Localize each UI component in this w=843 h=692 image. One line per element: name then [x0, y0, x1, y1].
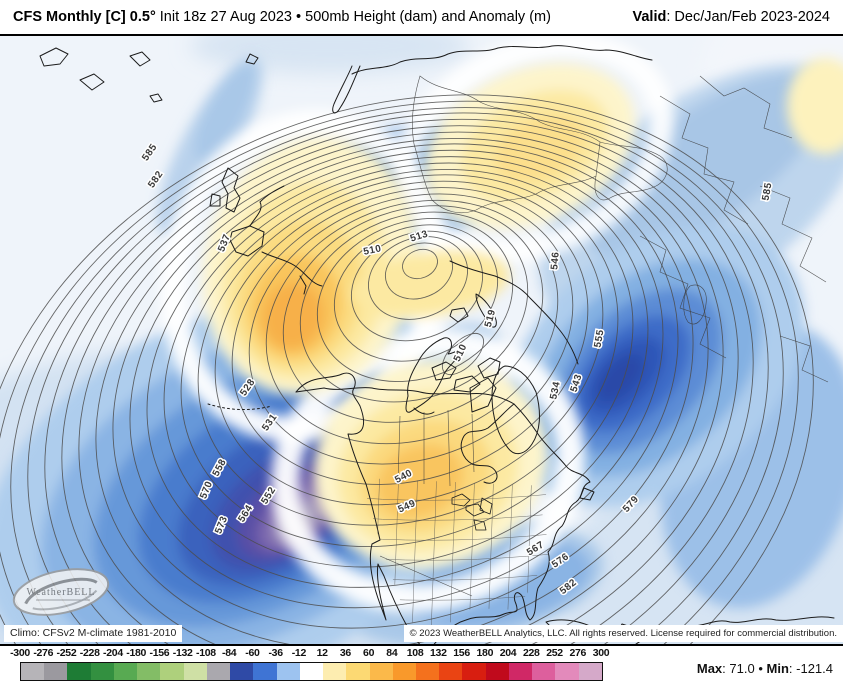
colorbar-tick: 300: [592, 647, 610, 659]
colorbar-tick: -276: [33, 647, 54, 659]
max-value: : 71.0: [722, 661, 755, 676]
colorbar-tick: 60: [363, 647, 375, 659]
colorbar-cell: [485, 663, 509, 680]
colorbar-tick: -156: [149, 647, 170, 659]
legend-footer: -300 -276 -252 -228 -204 -180 -156 -132 -108 -84-…: [0, 644, 843, 690]
colorbar-tick: 108: [406, 647, 424, 659]
colorbar-cell: [44, 663, 68, 680]
colorbar-tick: 276: [569, 647, 587, 659]
colorbar-cell: [113, 663, 138, 680]
valid-label: Valid: [632, 9, 667, 25]
colorbar-cell: [508, 663, 533, 680]
colorbar-cell: [137, 663, 161, 680]
weatherbell-logo: WeatherBELL: [6, 562, 116, 624]
contour-label: 555: [593, 329, 607, 349]
colorbar-cell: [578, 663, 602, 680]
colorbar-cell: [415, 663, 440, 680]
min-label: Min: [766, 661, 789, 676]
colorbar: [20, 662, 603, 681]
colorbar-cell: [462, 663, 486, 680]
colorbar-tick: -60: [245, 647, 260, 659]
map-title-details: Init 18z 27 Aug 2023 • 500mb Height (dam…: [155, 9, 551, 25]
colorbar-tick: -252: [56, 647, 77, 659]
colorbar-tick: 180: [476, 647, 494, 659]
colorbar-tick: 132: [430, 647, 447, 659]
colorbar-tick: -204: [103, 647, 123, 659]
contour-label: 534: [548, 380, 563, 400]
colorbar-cell: [253, 663, 277, 680]
contour-label: 510: [362, 243, 382, 258]
colorbar-tick: 252: [546, 647, 563, 659]
stats-separator: •: [758, 661, 763, 676]
max-min-stats: Max: 71.0 • Min: -121.4: [697, 661, 833, 676]
colorbar-tick: -132: [172, 647, 193, 659]
colorbar-cell: [183, 663, 207, 680]
colorbar-tick: -12: [291, 647, 307, 659]
map-title: CFS Monthly [C] 0.5° Init 18z 27 Aug 202…: [13, 9, 551, 25]
colorbar-cell: [299, 663, 324, 680]
colorbar-tick: 36: [339, 647, 351, 659]
country-borders: [379, 75, 829, 597]
colorbar-cell: [230, 663, 254, 680]
colorbar-ticks: -300 -276 -252 -228 -204 -180 -156 -132 -108 -84-…: [10, 647, 610, 660]
min-value: : -121.4: [788, 661, 833, 676]
colorbar-cell: [555, 663, 579, 680]
colorbar-cell: [346, 663, 370, 680]
valid-value: : Dec/Jan/Feb 2023-2024: [666, 9, 830, 25]
colorbar-tick: -180: [126, 647, 147, 659]
colorbar-tick: 84: [386, 647, 398, 659]
colorbar-cell: [206, 663, 231, 680]
colorbar-cell: [392, 663, 416, 680]
colorbar-tick: -36: [268, 647, 283, 659]
colorbar-tick: 204: [499, 647, 517, 659]
valid-time: Valid: Dec/Jan/Feb 2023-2024: [633, 9, 831, 25]
max-label: Max: [696, 661, 723, 676]
colorbar-tick: -108: [195, 647, 216, 659]
copyright-note: © 2023 WeatherBELL Analytics, LLC. All r…: [403, 625, 843, 642]
colorbar-cell: [67, 663, 91, 680]
colorbar-cell: [323, 663, 347, 680]
colorbar-cell: [276, 663, 300, 680]
map-title-model: CFS Monthly [C] 0.5°: [13, 9, 156, 25]
colorbar-cell: [532, 663, 556, 680]
contour-label: 585: [761, 182, 775, 202]
colorbar-cell: [160, 663, 184, 680]
colorbar-tick: -300: [10, 647, 30, 659]
colorbar-tick: 156: [453, 647, 470, 659]
colorbar-cell: [90, 663, 114, 680]
map-area: 585 582 585 537 513 510 546 519 510 555 543 534 528 5…: [0, 36, 843, 644]
colorbar-tick: -228: [79, 647, 100, 659]
logo-wordmark: WeatherBELL: [26, 587, 95, 598]
colorbar-tick: 228: [522, 647, 540, 659]
header: CFS Monthly [C] 0.5° Init 18z 27 Aug 202…: [0, 0, 843, 36]
contour-label: 546: [549, 251, 562, 270]
height-contours: [0, 94, 814, 644]
colorbar-tick: -84: [222, 647, 237, 659]
swirl-icon: [24, 577, 98, 605]
colorbar-tick: 12: [316, 647, 328, 659]
climo-note: Climo: CFSv2 M-climate 1981-2010: [4, 625, 183, 642]
colorbar-cell: [369, 663, 393, 680]
colorbar-cell: [21, 663, 45, 680]
colorbar-cell: [439, 663, 463, 680]
